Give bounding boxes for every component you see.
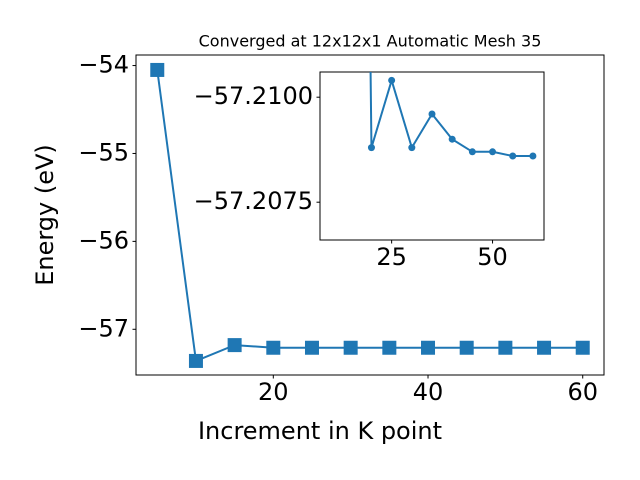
marker xyxy=(575,340,590,355)
plot-area xyxy=(319,71,545,241)
marker xyxy=(150,62,165,77)
series-line xyxy=(369,72,533,157)
y-tick-label: −57.2075 xyxy=(194,187,313,215)
y-axis-label: Energy (eV) xyxy=(31,144,59,286)
series-group xyxy=(150,62,590,368)
marker xyxy=(509,152,517,160)
x-tick-label: 20 xyxy=(258,378,289,406)
y-tick-label: −57.2100 xyxy=(194,82,313,110)
series-group xyxy=(367,72,537,160)
marker xyxy=(459,340,474,355)
x-tick-label: 40 xyxy=(413,378,444,406)
marker xyxy=(408,144,416,152)
marker xyxy=(468,148,476,156)
marker xyxy=(304,340,319,355)
marker xyxy=(382,340,397,355)
y-tick-label: −56 xyxy=(78,226,129,254)
x-tick-label: 60 xyxy=(567,378,598,406)
marker xyxy=(498,340,513,355)
y-tick-label: −55 xyxy=(78,138,129,166)
marker xyxy=(489,148,497,156)
marker xyxy=(266,340,281,355)
marker xyxy=(537,340,552,355)
x-tick-label: 50 xyxy=(477,243,508,271)
y-tick-label: −54 xyxy=(78,51,129,79)
y-tick-label: −57 xyxy=(78,314,129,342)
marker xyxy=(343,340,358,355)
marker xyxy=(227,338,242,353)
marker xyxy=(367,144,375,152)
marker xyxy=(529,152,537,160)
marker xyxy=(428,110,436,118)
chart-title: Converged at 12x12x1 Automatic Mesh 35 xyxy=(199,32,542,51)
marker xyxy=(421,340,436,355)
marker xyxy=(188,353,203,368)
marker xyxy=(388,76,396,84)
x-tick-label: 25 xyxy=(376,243,407,271)
marker xyxy=(448,135,456,143)
x-axis-label: Increment in K point xyxy=(198,417,442,445)
